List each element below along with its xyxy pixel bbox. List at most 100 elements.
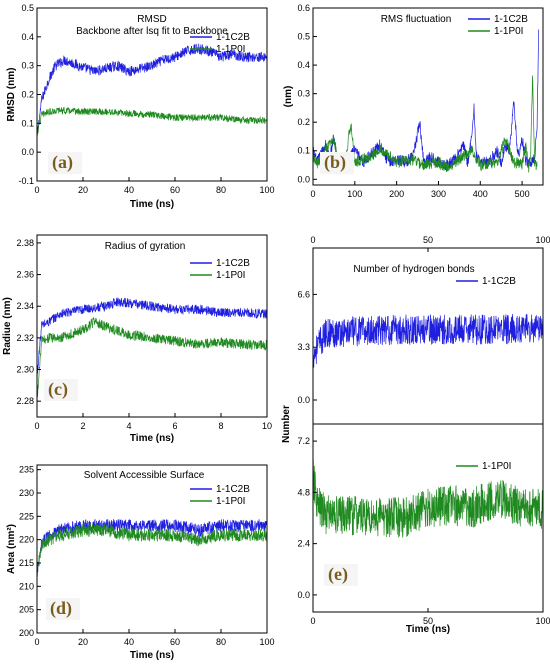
y-tick-label-e_top-0: 0.0	[297, 395, 310, 405]
y-tick-label-c-5: 2.38	[16, 238, 34, 248]
x-tick-label-e_top-2: 100	[535, 235, 550, 245]
legend-label-d-1: 1-1P0I	[216, 496, 245, 507]
y-axis-title-a: RMSD (nm)	[6, 68, 17, 122]
x-tick-label-d-5: 100	[259, 637, 274, 647]
y-tick-label-b-4: 0.4	[297, 60, 310, 70]
y-tick-label-a-4: 0.3	[21, 61, 34, 71]
x-tick-label-e_bottom-1: 50	[423, 616, 433, 626]
chart-title-e_top: Number of hydrogen bonds	[353, 264, 474, 275]
y-tick-label-d-0: 200	[19, 628, 34, 638]
x-tick-label-c-2: 4	[126, 421, 131, 431]
y-tick-label-d-2: 210	[19, 581, 34, 591]
x-tick-label-d-2: 40	[124, 637, 134, 647]
panel-label-bg-d	[46, 598, 80, 620]
y-tick-label-b-1: 0.1	[297, 146, 310, 156]
series-line-b-1	[313, 75, 538, 173]
chart-subtitle-a: Backbone after lsq fit to Backbone	[76, 26, 228, 37]
y-tick-label-e_bottom-2: 4.8	[297, 487, 310, 497]
y-tick-label-b-2: 0.2	[297, 117, 310, 127]
series-line-a-1	[37, 106, 267, 137]
x-tick-label-b-0: 0	[310, 189, 315, 199]
y-tick-label-c-1: 2.30	[16, 365, 34, 375]
legend-label-e_top-0: 1-1C2B	[482, 276, 516, 287]
y-tick-label-e_bottom-1: 2.4	[297, 539, 310, 549]
x-tick-label-c-0: 0	[34, 421, 39, 431]
series-line-e_bottom-0	[313, 459, 543, 538]
plot-frame-b	[312, 7, 544, 186]
chart-panel-a: -0.1 0.0 0.1 0.2 0.3 0.4 0.5 0 20 40 60 80 100 Time (…	[6, 3, 275, 210]
y-tick-label-a-2: 0.1	[21, 118, 34, 128]
y-axis-title-b: (nm)	[283, 86, 294, 108]
y-tick-label-c-0: 2.28	[16, 396, 34, 406]
y-tick-label-a-5: 0.4	[21, 32, 34, 42]
y-tick-label-b-5: 0.5	[297, 32, 310, 42]
panel-label-b: (b)	[324, 152, 346, 173]
series-line-d-1	[37, 523, 267, 571]
x-tick-label-d-4: 80	[216, 637, 226, 647]
y-tick-label-e_top-2: 6.6	[297, 289, 310, 299]
y-tick-label-d-4: 220	[19, 535, 34, 545]
x-axis-title-d: Time (ns)	[130, 650, 174, 661]
y-tick-label-c-4: 2.36	[16, 270, 34, 280]
y-tick-label-a-1: 0.0	[21, 147, 34, 157]
x-tick-label-a-0: 0	[34, 185, 39, 195]
panel-label-c: (c)	[48, 379, 68, 400]
x-tick-label-b-5: 500	[515, 189, 530, 199]
panel-label-d: (d)	[50, 598, 72, 619]
x-tick-label-b-1: 100	[347, 189, 362, 199]
x-tick-label-e_top-0: 0	[310, 235, 315, 245]
panel-label-bg-e_bottom	[324, 564, 358, 586]
plot-frame-c	[36, 234, 268, 418]
x-tick-label-e_top-1: 50	[423, 235, 433, 245]
x-tick-label-b-2: 200	[389, 189, 404, 199]
y-tick-label-e_bottom-0: 0.0	[297, 590, 310, 600]
y-tick-label-d-1: 205	[19, 605, 34, 615]
y-tick-label-b-0: 0.0	[297, 174, 310, 184]
x-axis-title-c: Time (ns)	[130, 433, 174, 444]
x-tick-label-c-3: 6	[172, 421, 177, 431]
series-line-c-1	[37, 316, 267, 400]
y-axis-title-d: Area (nm²)	[6, 524, 17, 574]
series-line-e_top-0	[313, 314, 543, 368]
panel-label-a: (a)	[52, 152, 73, 173]
series-line-c-0	[37, 297, 267, 376]
panel-label-e_bottom: (e)	[328, 564, 348, 585]
x-tick-label-c-4: 8	[218, 421, 223, 431]
x-axis-title-a: Time (ns)	[130, 199, 174, 210]
legend-label-a-0: 1-1C2B	[216, 32, 250, 43]
chart-title-b: RMS fluctuation	[381, 14, 452, 25]
x-tick-label-d-1: 20	[78, 637, 88, 647]
series-line-d-0	[37, 519, 267, 577]
y-axis-title-e_top: Number	[281, 405, 292, 443]
y-tick-label-d-7: 235	[19, 465, 34, 475]
legend-label-d-0: 1-1C2B	[216, 484, 250, 495]
chart-panel-b: 0.0 0.1 0.2 0.3 0.4 0.5 0.6 0 100 200 300 400 500 (nm…	[283, 3, 544, 199]
x-tick-label-d-3: 60	[170, 637, 180, 647]
y-tick-label-e_top-1: 3.3	[297, 342, 310, 352]
chart-title-a: RMSD	[137, 14, 166, 25]
y-tick-label-e_bottom-3: 7.2	[297, 436, 310, 446]
x-tick-label-e_bottom-0: 0	[310, 616, 315, 626]
y-tick-label-a-6: 0.5	[21, 3, 34, 13]
legend-label-b-1: 1-1P0I	[494, 26, 523, 37]
x-tick-label-c-5: 10	[262, 421, 272, 431]
y-axis-title-c: Radiue (nm)	[2, 297, 13, 355]
x-tick-label-a-3: 60	[170, 185, 180, 195]
series-line-b-0	[313, 29, 540, 171]
x-tick-label-b-4: 400	[473, 189, 488, 199]
chart-title-d: Solvent Accessible Surface	[84, 470, 205, 481]
legend-label-c-0: 1-1C2B	[216, 258, 250, 269]
y-tick-label-d-3: 215	[19, 558, 34, 568]
y-tick-label-b-6: 0.6	[297, 3, 310, 13]
y-tick-label-d-5: 225	[19, 511, 34, 521]
y-tick-label-a-3: 0.2	[21, 90, 34, 100]
x-tick-label-a-2: 40	[124, 185, 134, 195]
y-tick-label-b-3: 0.3	[297, 89, 310, 99]
panel-label-bg-a	[48, 152, 82, 174]
series-line-a-0	[37, 43, 267, 137]
x-tick-label-a-4: 80	[216, 185, 226, 195]
chart-panel-d: 200 205 210 215 220 225 230 235 0 20 40 60 80 100 Time…	[6, 464, 275, 661]
y-tick-label-c-3: 2.34	[16, 301, 34, 311]
legend-label-e_bottom-0: 1-1P0I	[482, 461, 511, 472]
